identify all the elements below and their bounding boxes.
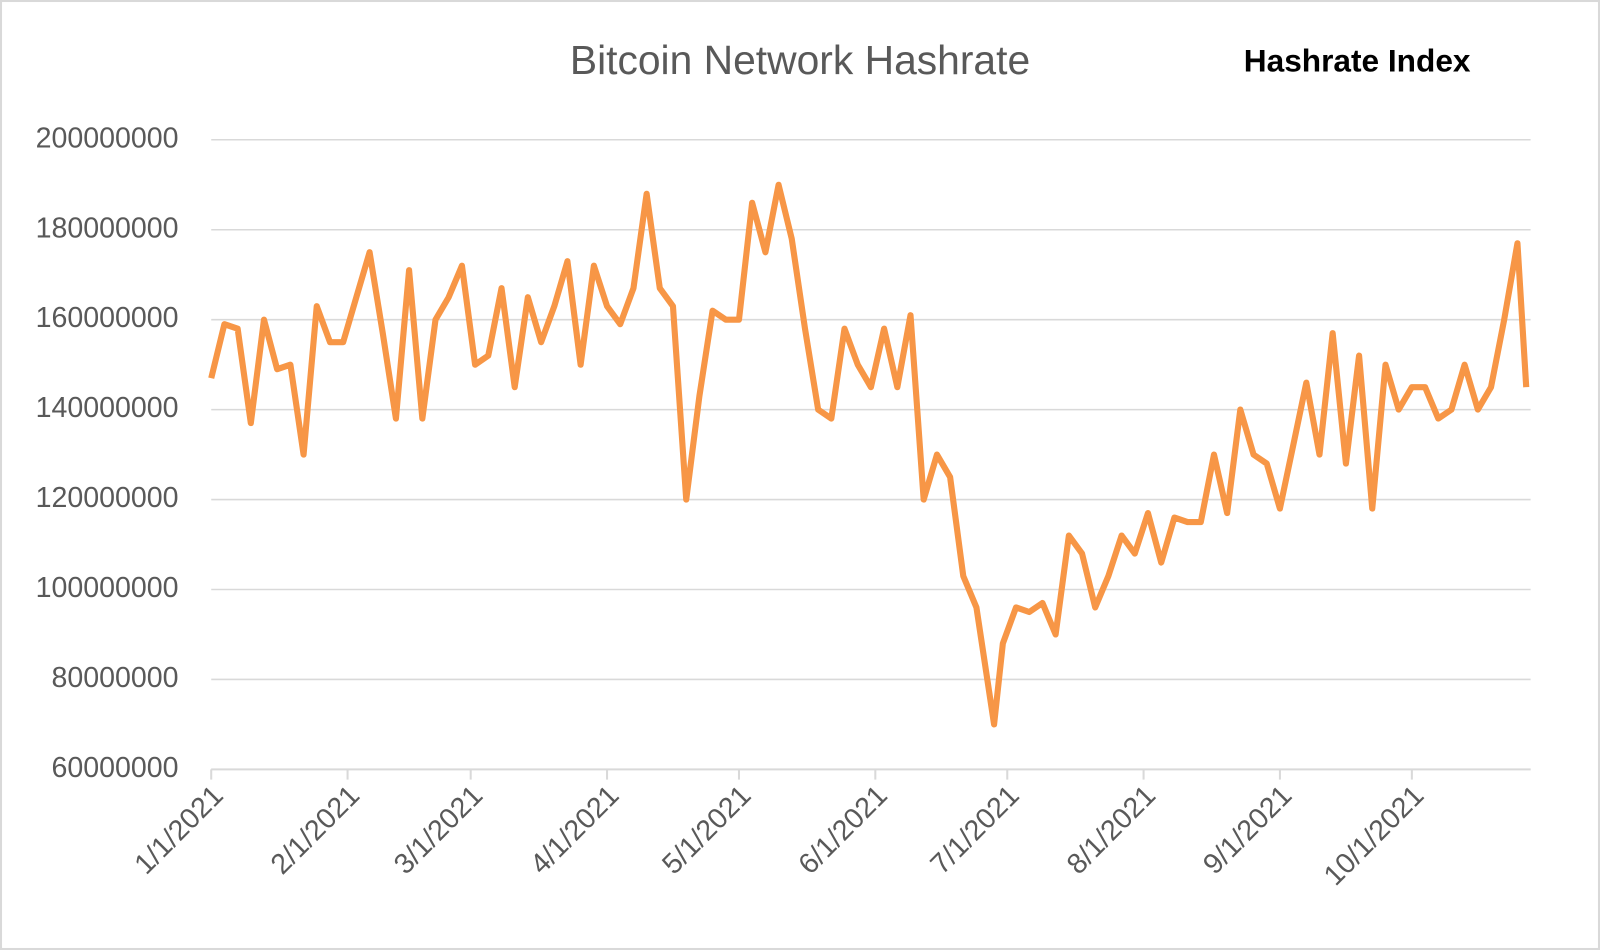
y-tick-label: 140000000: [36, 392, 179, 424]
data-line: [208, 181, 1530, 728]
y-tick-label: 120000000: [36, 482, 179, 514]
y-tick-label: 180000000: [36, 212, 179, 244]
y-tick-label: 80000000: [51, 662, 178, 694]
y-tick-label: 100000000: [36, 572, 179, 604]
y-tick-label: 60000000: [51, 752, 178, 784]
chart-title: Bitcoin Network Hashrate: [570, 37, 1030, 83]
y-tick-label: 200000000: [36, 122, 179, 154]
y-tick-label: 160000000: [36, 302, 179, 334]
watermark: Hashrate Index: [1244, 43, 1471, 79]
